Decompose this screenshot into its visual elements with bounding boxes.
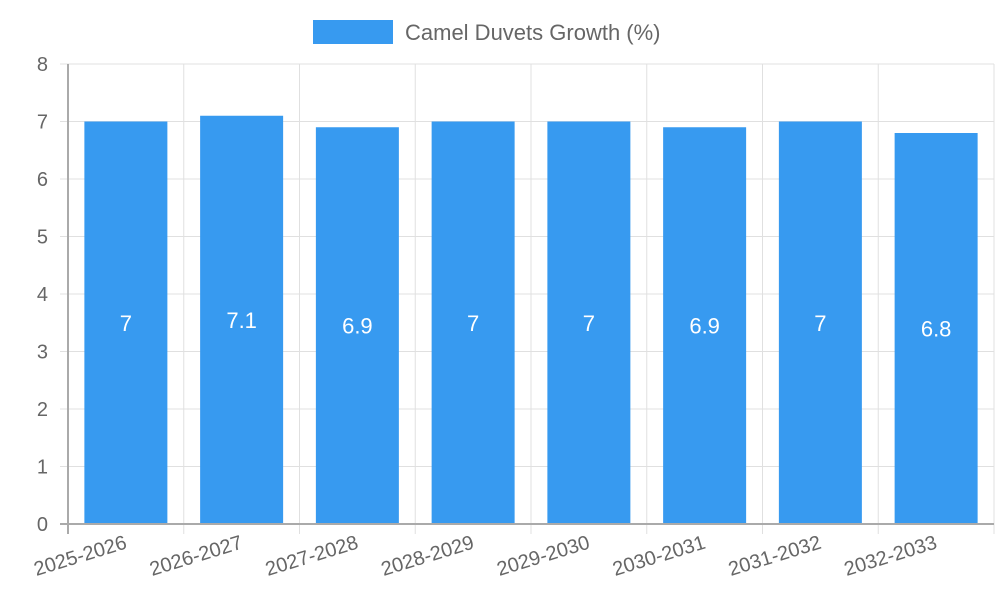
x-tick-label: 2028-2029 — [379, 532, 477, 581]
bar-value-label: 7 — [814, 311, 826, 336]
y-tick-label: 0 — [37, 514, 48, 536]
x-tick-label: 2027-2028 — [263, 532, 361, 581]
x-axis-ticks: 2025-2026 2026-2027 2027-2028 2028-2029 2029… — [31, 532, 939, 581]
y-tick-label: 5 — [37, 227, 48, 249]
y-tick-label: 7 — [37, 112, 48, 134]
bar-value-label: 7 — [583, 311, 595, 336]
x-tick-label: 2025-2026 — [31, 532, 129, 581]
legend[interactable]: Camel Duvets Growth (%) — [313, 20, 661, 45]
bar[interactable] — [431, 121, 515, 525]
bar-value-label: 7.1 — [226, 308, 257, 333]
bar[interactable] — [315, 127, 399, 524]
bar[interactable] — [663, 127, 747, 524]
x-tick-label: 2026-2027 — [147, 532, 245, 581]
x-tick-label: 2030-2031 — [610, 532, 708, 581]
y-tick-label: 6 — [37, 169, 48, 191]
y-tick-label: 1 — [37, 457, 48, 479]
x-tick-label: 2032-2033 — [842, 532, 940, 581]
legend-label: Camel Duvets Growth (%) — [405, 20, 661, 45]
bar-value-label: 6.8 — [921, 317, 952, 342]
y-tick-label: 2 — [37, 399, 48, 421]
bar[interactable] — [894, 133, 978, 524]
y-tick-label: 3 — [37, 342, 48, 364]
y-axis-ticks: 0 1 2 3 4 5 6 7 8 — [37, 54, 48, 536]
bars: 7 7.1 6.9 7 7 6.9 7 6.8 — [84, 115, 978, 525]
y-tick-label: 4 — [37, 284, 48, 306]
bar[interactable] — [547, 121, 631, 525]
bar[interactable] — [778, 121, 862, 525]
bar-value-label: 6.9 — [342, 314, 373, 339]
axes — [60, 64, 994, 534]
legend-swatch — [313, 20, 393, 44]
bar[interactable] — [200, 115, 284, 524]
bar[interactable] — [84, 121, 168, 525]
bar-value-label: 7 — [120, 311, 132, 336]
y-tick-label: 8 — [37, 54, 48, 76]
x-tick-label: 2029-2030 — [494, 532, 592, 581]
bar-value-label: 7 — [467, 311, 479, 336]
x-tick-label: 2031-2032 — [726, 532, 824, 581]
bar-value-label: 6.9 — [689, 314, 720, 339]
